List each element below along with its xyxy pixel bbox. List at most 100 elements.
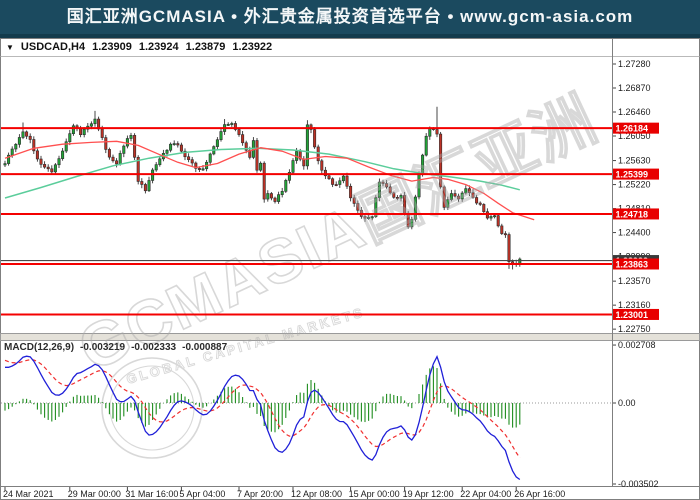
candle-down — [313, 129, 317, 148]
ma-slow-line — [4, 147, 520, 199]
candle-down — [255, 140, 259, 171]
time-axis-label: 24 Mar 2021 — [3, 489, 54, 499]
candle-down — [331, 178, 335, 185]
candle-down — [316, 146, 320, 162]
price-axis-label: 1.23160 — [618, 300, 651, 310]
time-axis-label: 31 Mar 16:00 — [125, 489, 178, 499]
candle-down — [327, 175, 331, 180]
candle-down — [50, 168, 54, 173]
price-axis-label: 1.25630 — [618, 156, 651, 166]
candle-up — [219, 131, 223, 141]
candle-down — [269, 193, 273, 199]
candle-down — [183, 150, 187, 158]
candle-up — [377, 181, 381, 198]
candle-down — [478, 202, 482, 205]
candle-down — [32, 139, 36, 152]
macd-signal-line — [4, 359, 521, 459]
macd-axis-label: 0.002708 — [618, 340, 656, 350]
candle-down — [385, 183, 389, 188]
horizontal-levels-layer — [1, 127, 612, 316]
candle-down — [194, 162, 198, 169]
candle-up — [374, 197, 378, 218]
macd-panel-layer — [1, 355, 612, 481]
candle-up — [71, 125, 75, 134]
time-axis-label: 5 Apr 04:00 — [179, 489, 225, 499]
candle-up — [341, 175, 345, 182]
candle-up — [125, 138, 129, 147]
candle-down — [248, 149, 252, 158]
svg-text:1.25399: 1.25399 — [616, 170, 649, 180]
candle-down — [500, 225, 504, 234]
svg-text:1.24718: 1.24718 — [616, 209, 649, 219]
candle-down — [503, 233, 507, 236]
macd-axis-label: 0.00 — [618, 398, 636, 408]
candle-down — [475, 197, 479, 204]
candle-down — [190, 159, 194, 164]
price-axis-label: 1.27280 — [618, 59, 651, 69]
main-plot-area[interactable] — [2, 56, 612, 333]
svg-text:1.23863: 1.23863 — [616, 259, 649, 269]
candle-up — [449, 193, 453, 200]
candle-up — [158, 158, 162, 165]
candle-up — [172, 143, 176, 146]
candle-up — [68, 133, 72, 143]
candle-up — [64, 141, 68, 152]
ma-fast-line — [4, 140, 535, 221]
candle-down — [143, 184, 147, 192]
time-axis-label: 19 Apr 12:00 — [403, 489, 454, 499]
level-price-badge — [613, 122, 659, 134]
price-axis-label: 1.25220 — [618, 180, 651, 190]
time-axis-label: 26 Apr 16:00 — [514, 489, 565, 499]
time-axis-label: 7 Apr 20:00 — [237, 489, 283, 499]
axes-layer: 1.27280 1.26870 1.26460 1.26050 1.25630 1.252… — [3, 59, 659, 499]
candle-down — [352, 197, 356, 204]
candle-down — [381, 181, 385, 184]
candle-down — [496, 215, 500, 227]
candle-down — [197, 168, 201, 170]
candle-down — [43, 164, 47, 168]
candle-up — [57, 158, 61, 166]
candle-up — [399, 195, 403, 199]
candle-up — [201, 168, 205, 171]
macd-signal-value: -0.002333 — [131, 342, 177, 353]
candle-up — [122, 145, 126, 154]
brand-banner: 国汇亚洲GCMASIA • 外汇贵金属投资首选平台 • www.gcm-asia… — [0, 0, 700, 34]
candle-up — [413, 196, 417, 220]
macd-name: MACD(12,26,9) — [4, 342, 75, 353]
level-price-badge — [613, 258, 659, 270]
candle-up — [17, 137, 21, 145]
candle-up — [208, 153, 212, 163]
price-high: 1.23924 — [138, 41, 179, 53]
candle-up — [460, 192, 464, 200]
candle-up — [493, 215, 497, 218]
candle-down — [439, 133, 443, 188]
level-price-badge — [613, 168, 659, 180]
candle-up — [7, 154, 11, 164]
candle-down — [320, 160, 324, 171]
candle-down — [133, 135, 137, 158]
candle-down — [457, 195, 461, 200]
banner-strip — [0, 34, 700, 38]
candle-up — [410, 219, 414, 228]
svg-text:1.23001: 1.23001 — [616, 310, 649, 320]
candle-up — [14, 144, 18, 150]
candle-down — [323, 169, 327, 177]
macd-plot-area[interactable] — [2, 341, 612, 486]
candle-down — [107, 149, 111, 158]
candle-up — [61, 150, 65, 159]
level-price-badge — [613, 208, 659, 220]
candle-down — [471, 192, 475, 198]
candle-down — [241, 134, 245, 144]
price-axis-label: 1.22750 — [618, 324, 651, 334]
candle-up — [338, 180, 342, 185]
candle-up — [93, 118, 97, 125]
candle-down — [482, 204, 486, 212]
candle-down — [334, 184, 338, 186]
candle-down — [356, 203, 360, 211]
price-axis-label: 1.24400 — [618, 228, 651, 238]
candle-down — [187, 156, 191, 160]
candle-down — [467, 188, 471, 193]
chart-dropdown-icon[interactable]: ▼ — [6, 42, 14, 52]
candle-up — [277, 194, 281, 202]
